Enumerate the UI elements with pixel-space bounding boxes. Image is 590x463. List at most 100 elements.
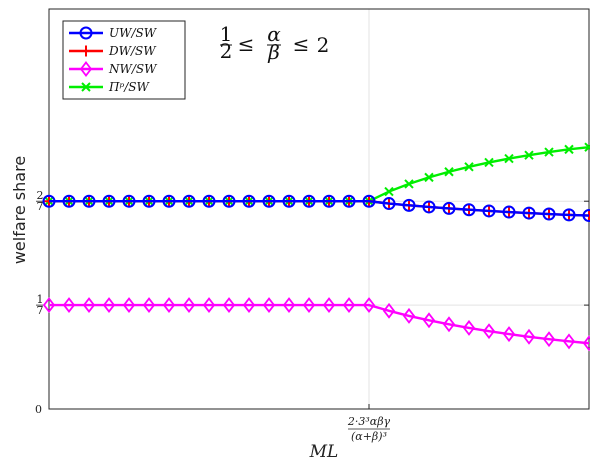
series-group [42,142,590,352]
data-point [182,194,196,208]
data-point [442,316,456,333]
data-point [122,194,136,208]
data-point [222,297,236,314]
data-point [282,297,296,314]
data-point [422,312,436,329]
annot-rhs: 2 [317,33,330,57]
data-point [584,142,590,152]
data-point [202,297,216,314]
data-point [542,331,556,348]
data-point [62,297,76,314]
y-axis-label: welfare share [10,156,29,264]
y-tick-label-den: 7 [37,200,44,213]
data-point [562,208,576,222]
alpha-beta-annotation: 12 ≤ αβ ≤2 [220,22,330,64]
data-point [322,297,336,314]
plot-frame [48,8,590,410]
series-line [49,303,590,345]
data-point [462,203,476,217]
data-point [42,297,56,314]
data-point [342,297,356,314]
data-point [542,207,556,221]
legend-label: UW/SW [109,26,158,40]
data-point [524,150,534,160]
data-point [422,200,436,214]
annot-mid-num: α [267,22,281,46]
data-point [582,335,590,352]
data-point [42,194,56,208]
annot-lhs-num: 1 [220,22,233,46]
y-tick-label-den: 7 [37,304,44,317]
legend-swatch-marker [79,26,93,40]
data-point [162,297,176,314]
legend-swatch-marker [81,82,91,92]
y-tick-label-num: 2 [37,189,44,202]
legend-swatch-marker [79,61,93,77]
data-point [564,144,574,155]
data-point [482,204,496,218]
legend-label: NW/SW [108,62,158,76]
data-point [502,326,516,343]
data-point [382,302,396,319]
annot-rel2: ≤ [293,32,310,56]
y-tick-label-num: 1 [37,293,44,306]
data-point [444,167,454,177]
data-point [282,194,296,208]
data-point [404,179,414,189]
data-point [502,205,516,219]
data-point [424,172,434,183]
data-point [322,194,336,208]
series-uw-sw [42,194,590,223]
data-point [242,297,256,314]
data-point [522,328,536,345]
data-point [582,209,590,223]
data-point [182,297,196,314]
data-point [562,333,576,350]
data-point [122,297,136,314]
data-point [462,319,476,336]
data-point [262,194,276,208]
data-point [222,194,236,208]
annot-rel1: ≤ [238,32,255,56]
data-point [302,194,316,208]
data-point [242,194,256,208]
data-point [402,307,416,324]
legend: UW/SW DW/SW NW/SW Πᵖ/SW [62,20,186,100]
legend-label: Πᵖ/SW [108,80,151,94]
data-point [504,153,514,164]
data-point [102,297,116,314]
data-point [544,147,554,157]
data-point [362,297,376,314]
data-point [142,194,156,208]
legend-entry: UW/SW [69,26,158,40]
data-point [342,194,356,208]
data-point [262,297,276,314]
data-point [302,297,316,314]
data-point [102,194,116,208]
data-point [62,194,76,208]
series-nw-sw [42,297,590,352]
data-point [82,194,96,208]
series-line [49,200,590,217]
data-point [202,194,216,208]
annot-lhs-den: 2 [220,39,233,63]
y-tick-label: 0 [35,403,42,416]
data-point [82,297,96,314]
data-point [162,194,176,208]
x-axis-label: ML [309,442,339,462]
data-point [522,206,536,220]
x-tick-label-num: 2·3³αβγ [347,415,391,428]
x-tick-label-den: (α+β)³ [351,430,387,443]
legend-entry: Πᵖ/SW [69,80,151,94]
series-line [49,145,590,203]
legend-entry: NW/SW [69,61,158,77]
data-point [484,157,494,168]
data-point [442,201,456,215]
data-point [382,197,396,211]
data-point [142,297,156,314]
data-point [362,194,376,208]
data-point [384,186,394,197]
data-point [482,323,496,340]
